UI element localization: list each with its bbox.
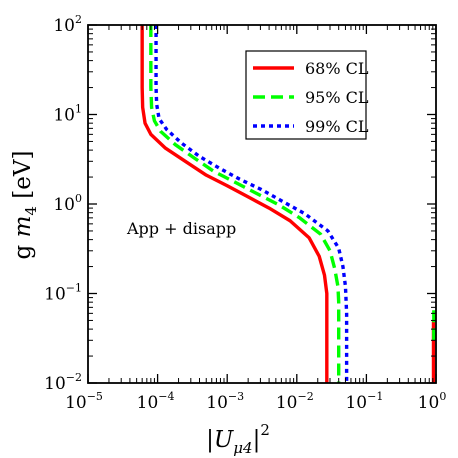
x-tick-label: 10−3 (206, 390, 244, 413)
x-tick-label: 10−1 (345, 390, 383, 413)
legend-label-68: 68% CL (305, 59, 369, 78)
legend-label-95: 95% CL (305, 88, 369, 107)
legend-box (245, 50, 367, 140)
x-axis-title: |Uμ4|2 (206, 421, 270, 457)
y-axis-label: g m4 [eV] (10, 151, 40, 260)
y-tick-label: 10−2 (44, 371, 82, 394)
x-tick-label: 100 (418, 390, 447, 413)
series-line-2 (149, 25, 341, 383)
y-tick-label: 100 (53, 192, 82, 215)
tick-labels-layer: 10−5 10−4 10−3 10−2 10−1 100 10−2 10−1 100 101 102 (44, 13, 446, 413)
x-tick-label: 10−5 (65, 390, 103, 413)
x-tick-label: 10−4 (137, 390, 175, 413)
series-layer (140, 25, 436, 383)
y-axis-title: g m4 [eV] (10, 151, 40, 260)
legend: 68% CL 95% CL 99% CL (245, 50, 369, 140)
series-line-1 (140, 25, 329, 383)
x-axis-label: |Uμ4|2 (206, 421, 270, 457)
annotation-app-disapp: App + disapp (126, 219, 236, 238)
series-line-3 (154, 25, 349, 383)
x-tick-label: 10−2 (276, 390, 314, 413)
y-tick-label: 10−1 (44, 282, 82, 305)
ticks-layer (87, 24, 437, 384)
y-tick-label: 101 (53, 103, 82, 126)
legend-label-99: 99% CL (305, 117, 369, 136)
y-tick-label: 102 (53, 13, 82, 36)
